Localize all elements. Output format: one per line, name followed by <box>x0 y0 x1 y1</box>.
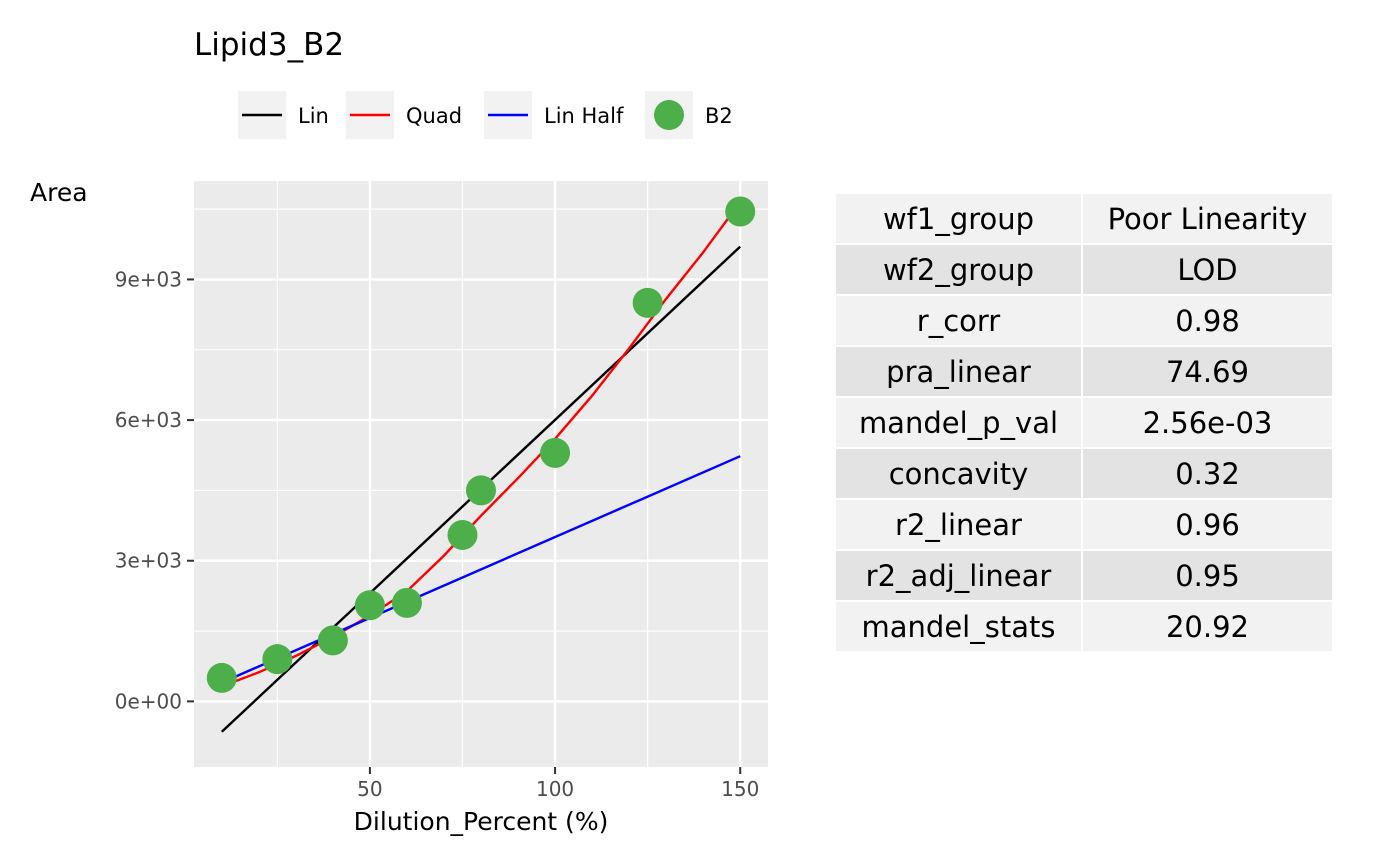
x-axis-label: Dilution_Percent (%) <box>354 807 609 836</box>
stats-name-cell: r2_linear <box>834 498 1083 551</box>
stats-row: pra_linear 74.69 <box>834 345 1334 398</box>
stats-value-cell: 0.32 <box>1081 447 1334 500</box>
data-point <box>540 437 571 468</box>
x-tick-label: 100 <box>536 777 574 801</box>
data-points <box>206 196 756 693</box>
stats-name-cell: r_corr <box>834 294 1083 347</box>
y-axis-label: Area <box>30 178 88 207</box>
legend-label: Lin Half <box>544 104 624 128</box>
x-tick-label: 50 <box>357 777 382 801</box>
data-point <box>262 644 293 675</box>
stats-name-cell: pra_linear <box>834 345 1083 398</box>
stats-name-cell: wf2_group <box>834 243 1083 296</box>
x-tick-label: 150 <box>721 777 759 801</box>
stats-name-cell: wf1_group <box>834 192 1083 245</box>
data-point <box>317 625 348 656</box>
data-point <box>466 475 496 506</box>
stats-value-cell: 0.98 <box>1081 294 1334 347</box>
stats-row: mandel_stats 20.92 <box>834 600 1334 653</box>
y-axis: 0e+00 3e+03 6e+03 9e+03 <box>115 267 194 713</box>
stats-row: mandel_p_val 2.56e-03 <box>834 396 1334 449</box>
x-axis: 50 100 150 <box>357 767 759 801</box>
stats-row: r_corr 0.98 <box>834 294 1334 347</box>
major-gridlines <box>194 181 768 767</box>
data-point <box>725 196 756 227</box>
plot-panel <box>194 181 768 767</box>
y-tick-label: 6e+03 <box>115 408 182 432</box>
stats-name-cell: r2_adj_linear <box>834 549 1083 602</box>
stats-table: wf1_group Poor Linearity wf2_group LOD r_cor… <box>834 192 1334 653</box>
legend-label: B2 <box>705 104 733 128</box>
stats-row: wf1_group Poor Linearity <box>834 192 1334 245</box>
stats-value-cell: 2.56e-03 <box>1081 396 1334 449</box>
stats-value-cell: 20.92 <box>1081 600 1334 653</box>
data-point <box>206 662 237 693</box>
chart-title: Lipid3_B2 <box>194 27 344 63</box>
stats-value-cell: Poor Linearity <box>1081 192 1334 245</box>
stats-row: r2_adj_linear 0.95 <box>834 549 1334 602</box>
legend-point-b2 <box>654 100 684 130</box>
stats-value-cell: 0.95 <box>1081 549 1334 602</box>
stats-row: wf2_group LOD <box>834 243 1334 296</box>
data-point <box>391 587 422 618</box>
legend-label: Quad <box>406 104 462 128</box>
stats-name-cell: mandel_stats <box>834 600 1083 653</box>
data-point <box>632 287 663 318</box>
legend: Lin Quad Lin Half B2 <box>238 91 733 139</box>
legend-label: Lin <box>298 104 329 128</box>
y-tick-label: 0e+00 <box>115 689 182 713</box>
stats-row: r2_linear 0.96 <box>834 498 1334 551</box>
y-tick-label: 9e+03 <box>115 267 182 291</box>
y-tick-label: 3e+03 <box>115 549 182 573</box>
series-line-lin-half <box>221 455 741 684</box>
stats-value-cell: LOD <box>1081 243 1334 296</box>
stats-value-cell: 74.69 <box>1081 345 1334 398</box>
stats-value-cell: 0.96 <box>1081 498 1334 551</box>
stats-name-cell: concavity <box>834 447 1083 500</box>
data-point <box>447 519 478 550</box>
stats-row: concavity 0.32 <box>834 447 1334 500</box>
data-point <box>354 590 385 621</box>
stats-name-cell: mandel_p_val <box>834 396 1083 449</box>
